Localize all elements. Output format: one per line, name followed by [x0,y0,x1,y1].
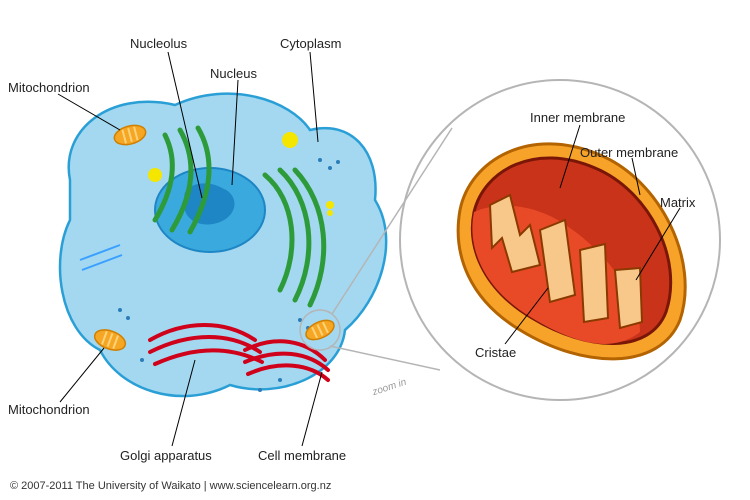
speckle [126,316,130,320]
speckle [258,388,262,392]
mito-label: Inner membrane [530,110,625,125]
leader-line [302,372,322,446]
cell-label: Cytoplasm [280,36,341,51]
cell-label: Mitochondrion [8,402,90,417]
speckle [278,378,282,382]
diagram-svg [0,0,750,500]
cell-label: Golgi apparatus [120,448,212,463]
leader-line [60,348,104,402]
mito-label: Outer membrane [580,145,678,160]
speckle [318,158,322,162]
diagram-canvas: Nucleolus Cytoplasm Nucleus Mitochondrion Mi… [0,0,750,500]
cell-label: Nucleolus [130,36,187,51]
speckle [140,358,144,362]
mito-label: Matrix [660,195,695,210]
speckle [118,308,122,312]
vesicle [326,201,334,209]
cell-label: Mitochondrion [8,80,90,95]
vesicle [327,210,333,216]
speckle [336,160,340,164]
vesicle [282,132,298,148]
cell-label: Nucleus [210,66,257,81]
cell-label: Cell membrane [258,448,346,463]
zoom-line [330,346,440,370]
mito-label: Cristae [475,345,516,360]
mito-crista [580,244,608,322]
speckle [328,166,332,170]
footer-credit: © 2007-2011 The University of Waikato | … [10,480,331,492]
vesicle [148,168,162,182]
